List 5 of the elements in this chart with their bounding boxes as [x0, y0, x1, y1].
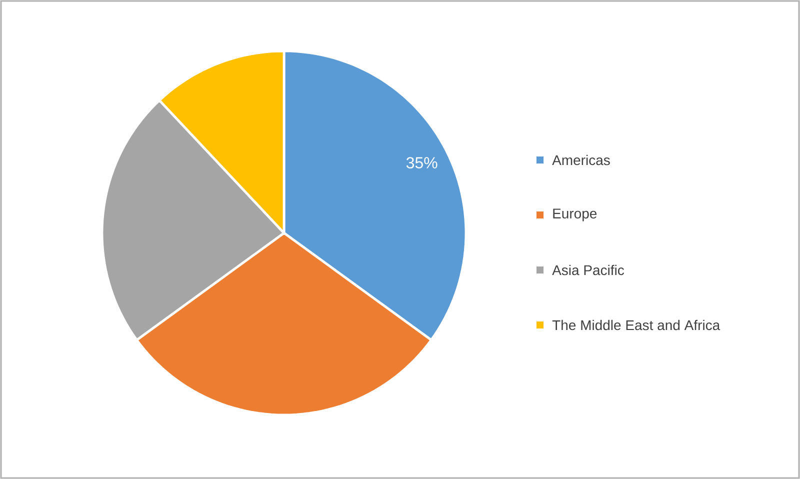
legend-label: Americas	[552, 154, 610, 166]
legend-label: Europe	[553, 208, 597, 222]
data-label: 35%	[406, 157, 438, 168]
legend-label: Asia Pacific	[552, 264, 624, 276]
legend-label: The Middle East and Africa	[552, 320, 720, 330]
